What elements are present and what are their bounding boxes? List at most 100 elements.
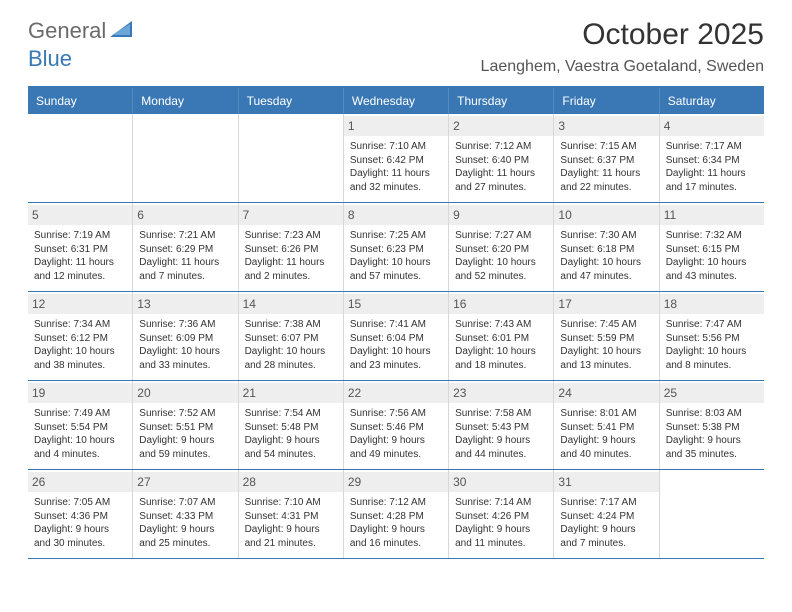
sunset-text: Sunset: 5:41 PM	[560, 421, 652, 435]
daylight-text: Daylight: 11 hours	[245, 256, 337, 270]
daylight-text: Daylight: 10 hours	[666, 256, 758, 270]
logo-text-general: General	[28, 18, 106, 44]
day-number: 4	[660, 116, 764, 136]
daylight-text: Daylight: 9 hours	[139, 434, 231, 448]
sunrise-text: Sunrise: 7:58 AM	[455, 407, 547, 421]
day-number: 30	[449, 472, 553, 492]
sunrise-text: Sunrise: 7:45 AM	[560, 318, 652, 332]
daylight-text: and 30 minutes.	[34, 537, 126, 551]
day-cell: 13Sunrise: 7:36 AMSunset: 6:09 PMDayligh…	[133, 292, 238, 380]
daylight-text: and 4 minutes.	[34, 448, 126, 462]
day-cell: 3Sunrise: 7:15 AMSunset: 6:37 PMDaylight…	[554, 114, 659, 202]
daylight-text: and 25 minutes.	[139, 537, 231, 551]
sunrise-text: Sunrise: 7:49 AM	[34, 407, 126, 421]
sunrise-text: Sunrise: 7:17 AM	[560, 496, 652, 510]
daylight-text: and 7 minutes.	[139, 270, 231, 284]
daylight-text: and 23 minutes.	[350, 359, 442, 373]
logo-text-blue: Blue	[28, 46, 72, 71]
logo-blue-wrap: Blue	[28, 46, 72, 72]
week-row: 19 Sunrise: 7:49 AMSunset: 5:54 PM Dayligh…	[28, 381, 764, 470]
day-number: 28	[239, 472, 343, 492]
day-number: 1	[344, 116, 448, 136]
sunrise-text: Sunrise: 7:12 AM	[350, 496, 442, 510]
day-number: 5	[28, 205, 132, 225]
daylight-text: and 47 minutes.	[560, 270, 652, 284]
sunset-text: Sunset: 6:23 PM	[350, 243, 442, 257]
day-number: 8	[344, 205, 448, 225]
sunrise-text: Sunrise: 7:23 AM	[245, 229, 337, 243]
sunset-text: Sunset: 4:24 PM	[560, 510, 652, 524]
daylight-text: and 21 minutes.	[245, 537, 337, 551]
daylight-text: Daylight: 10 hours	[666, 345, 758, 359]
sunrise-text: Sunrise: 7:19 AM	[34, 229, 126, 243]
daylight-text: and 35 minutes.	[666, 448, 758, 462]
daylight-text: Daylight: 10 hours	[455, 345, 547, 359]
sunrise-text: Sunrise: 7:17 AM	[666, 140, 758, 154]
dayhead-wednesday: Wednesday	[344, 88, 449, 114]
daylight-text: and 54 minutes.	[245, 448, 337, 462]
day-number: 19	[28, 383, 132, 403]
daylight-text: Daylight: 10 hours	[350, 345, 442, 359]
daylight-text: Daylight: 9 hours	[245, 523, 337, 537]
sunset-text: Sunset: 4:26 PM	[455, 510, 547, 524]
sunrise-text: Sunrise: 7:41 AM	[350, 318, 442, 332]
day-number: 26	[28, 472, 132, 492]
daylight-text: and 32 minutes.	[350, 181, 442, 195]
sunset-text: Sunset: 5:54 PM	[34, 421, 126, 435]
week-row: ...1Sunrise: 7:10 AMSunset: 6:42 PMDayli…	[28, 114, 764, 203]
day-cell: 8Sunrise: 7:25 AMSunset: 6:23 PMDaylight…	[344, 203, 449, 291]
sunset-text: Sunset: 6:29 PM	[139, 243, 231, 257]
day-cell: 4Sunrise: 7:17 AMSunset: 6:34 PMDaylight…	[660, 114, 764, 202]
day-number: 21	[239, 383, 343, 403]
daylight-text: and 2 minutes.	[245, 270, 337, 284]
day-cell: 16Sunrise: 7:43 AMSunset: 6:01 PMDayligh…	[449, 292, 554, 380]
sunset-text: Sunset: 5:46 PM	[350, 421, 442, 435]
daylight-text: and 13 minutes.	[560, 359, 652, 373]
day-number: 12	[28, 294, 132, 314]
day-number: 13	[133, 294, 237, 314]
day-cell: 2Sunrise: 7:12 AMSunset: 6:40 PMDaylight…	[449, 114, 554, 202]
day-number: 11	[660, 205, 764, 225]
daylight-text: and 12 minutes.	[34, 270, 126, 284]
day-number: 23	[449, 383, 553, 403]
day-cell: 20Sunrise: 7:52 AMSunset: 5:51 PMDayligh…	[133, 381, 238, 469]
day-cell: .	[660, 470, 764, 558]
day-cell: 9Sunrise: 7:27 AMSunset: 6:20 PMDaylight…	[449, 203, 554, 291]
sunset-text: Sunset: 5:51 PM	[139, 421, 231, 435]
day-cell: 25Sunrise: 8:03 AMSunset: 5:38 PMDayligh…	[660, 381, 764, 469]
day-number: 10	[554, 205, 658, 225]
sunset-text: Sunset: 5:43 PM	[455, 421, 547, 435]
daylight-text: and 40 minutes.	[560, 448, 652, 462]
sunrise-text: Sunrise: 7:32 AM	[666, 229, 758, 243]
day-number: 22	[344, 383, 448, 403]
daylight-text: and 8 minutes.	[666, 359, 758, 373]
day-number: 31	[554, 472, 658, 492]
daylight-text: Daylight: 9 hours	[34, 523, 126, 537]
sunset-text: Sunset: 6:31 PM	[34, 243, 126, 257]
day-number: 27	[133, 472, 237, 492]
sunrise-text: Sunrise: 7:36 AM	[139, 318, 231, 332]
daylight-text: and 22 minutes.	[560, 181, 652, 195]
day-cell: 1Sunrise: 7:10 AMSunset: 6:42 PMDaylight…	[344, 114, 449, 202]
sunset-text: Sunset: 5:59 PM	[560, 332, 652, 346]
sunrise-text: Sunrise: 7:54 AM	[245, 407, 337, 421]
day-cell: 22Sunrise: 7:56 AMSunset: 5:46 PMDayligh…	[344, 381, 449, 469]
daylight-text: Daylight: 10 hours	[560, 256, 652, 270]
logo-triangle-icon	[110, 19, 132, 44]
daylight-text: and 57 minutes.	[350, 270, 442, 284]
header: General October 2025 Laenghem, Vaestra G…	[0, 0, 792, 80]
week-row: 12Sunrise: 7:34 AMSunset: 6:12 PMDayligh…	[28, 292, 764, 381]
daylight-text: and 7 minutes.	[560, 537, 652, 551]
day-number: 7	[239, 205, 343, 225]
daylight-text: Daylight: 10 hours	[350, 256, 442, 270]
sunrise-text: Sunrise: 7:14 AM	[455, 496, 547, 510]
day-cell: .	[28, 114, 133, 202]
day-cell: 19Sunrise: 7:49 AMSunset: 5:54 PMDayligh…	[28, 381, 133, 469]
weeks-container: ...1Sunrise: 7:10 AMSunset: 6:42 PMDayli…	[28, 114, 764, 559]
sunset-text: Sunset: 6:34 PM	[666, 154, 758, 168]
sunrise-text: Sunrise: 7:38 AM	[245, 318, 337, 332]
sunrise-text: Sunrise: 7:21 AM	[139, 229, 231, 243]
sunset-text: Sunset: 6:01 PM	[455, 332, 547, 346]
sunrise-text: Sunrise: 7:47 AM	[666, 318, 758, 332]
daylight-text: Daylight: 11 hours	[455, 167, 547, 181]
